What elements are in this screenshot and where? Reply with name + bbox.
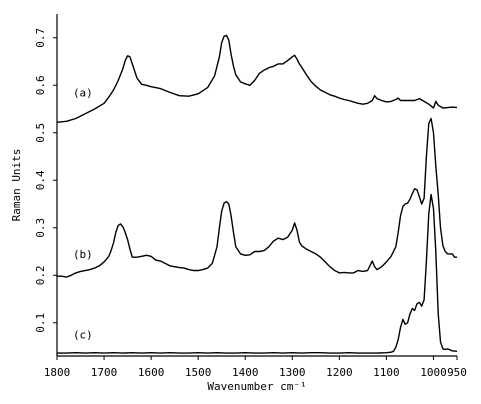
y-tick-label: 0.3 (34, 218, 47, 238)
x-tick-label: 1100 (373, 366, 400, 379)
series-label-b: (b) (73, 248, 93, 261)
x-tick-label: 1300 (279, 366, 306, 379)
spectra (56, 34, 458, 354)
x-tick-label: 1600 (138, 366, 165, 379)
x-tick-label: 950 (447, 366, 467, 379)
series-label-c: (c) (73, 329, 93, 342)
spectrum-line-c (57, 193, 458, 354)
y-tick-label: 0.2 (34, 265, 47, 285)
axes (56, 14, 457, 357)
series-label-a: (a) (73, 86, 93, 99)
x-tick-label: 1400 (232, 366, 259, 379)
y-tick-label: 0.6 (34, 75, 47, 95)
spectrum-line-b (57, 117, 457, 278)
series-labels: (a) (b) (c) (73, 86, 93, 341)
x-axis-title: Wavenumber cm⁻¹ (207, 380, 306, 393)
x-tick-label: 1200 (326, 366, 353, 379)
x-ticks: 1800 1700 1600 1500 1400 1300 1200 1100 1000 950 (44, 356, 467, 379)
x-tick-label: 1800 (44, 366, 71, 379)
x-tick-label: 1500 (185, 366, 212, 379)
y-tick-label: 0.5 (34, 123, 47, 143)
y-tick-label: 0.1 (34, 313, 47, 333)
y-tick-label: 0.4 (34, 170, 47, 190)
spectrum-line-a (56, 34, 458, 123)
y-axis-title: Raman Units (10, 149, 23, 222)
y-tick-label: 0.7 (34, 28, 47, 48)
x-tick-label: 1700 (91, 366, 118, 379)
x-tick-label: 1000 (420, 366, 447, 379)
y-ticks: 0.1 0.2 0.3 0.4 0.5 0.6 0.7 (34, 28, 57, 333)
